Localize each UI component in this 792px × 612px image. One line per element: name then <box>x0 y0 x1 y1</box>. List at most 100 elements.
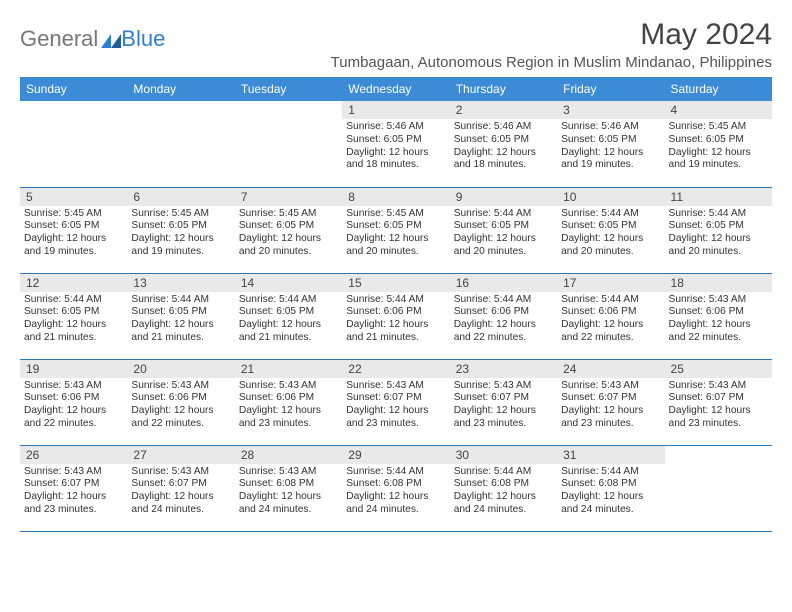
day-details: Sunrise: 5:43 AMSunset: 6:07 PMDaylight:… <box>346 380 445 431</box>
day-number: 26 <box>20 446 127 464</box>
day-details: Sunrise: 5:44 AMSunset: 6:06 PMDaylight:… <box>346 294 445 345</box>
logo-text-general: General <box>20 26 98 52</box>
day-number: 23 <box>450 360 557 378</box>
day-details: Sunrise: 5:43 AMSunset: 6:07 PMDaylight:… <box>131 466 230 517</box>
calendar-day-cell: 4 Sunrise: 5:45 AMSunset: 6:05 PMDaylight… <box>665 101 772 187</box>
day-details: Sunrise: 5:46 AMSunset: 6:05 PMDaylight:… <box>561 121 660 172</box>
day-number: 8 <box>342 188 449 206</box>
calendar-day-cell: 25 Sunrise: 5:43 AMSunset: 6:07 PMDayligh… <box>665 359 772 445</box>
day-details: Sunrise: 5:45 AMSunset: 6:05 PMDaylight:… <box>239 208 338 259</box>
calendar-week-row: 12Sunrise: 5:44 AMSunset: 6:05 PMDayligh… <box>20 273 772 359</box>
calendar-day-cell: 29 Sunrise: 5:44 AMSunset: 6:08 PMDayligh… <box>342 445 449 531</box>
calendar-day-cell: 21 Sunrise: 5:43 AMSunset: 6:06 PMDayligh… <box>235 359 342 445</box>
calendar-day-cell: 26Sunrise: 5:43 AMSunset: 6:07 PMDayligh… <box>20 445 127 531</box>
day-details: Sunrise: 5:43 AMSunset: 6:06 PMDaylight:… <box>669 294 768 345</box>
calendar-day-cell: 11 Sunrise: 5:44 AMSunset: 6:05 PMDayligh… <box>665 187 772 273</box>
month-title: May 2024 <box>331 18 772 52</box>
day-number: 22 <box>342 360 449 378</box>
day-number: 4 <box>665 101 772 119</box>
calendar-day-cell: 22 Sunrise: 5:43 AMSunset: 6:07 PMDayligh… <box>342 359 449 445</box>
location-text: Tumbagaan, Autonomous Region in Muslim M… <box>331 54 772 71</box>
calendar-day-cell: 15Sunrise: 5:44 AMSunset: 6:06 PMDayligh… <box>342 273 449 359</box>
day-details: Sunrise: 5:44 AMSunset: 6:05 PMDaylight:… <box>669 208 768 259</box>
calendar-day-cell: 31 Sunrise: 5:44 AMSunset: 6:08 PMDayligh… <box>557 445 664 531</box>
day-number: 21 <box>235 360 342 378</box>
day-number: 30 <box>450 446 557 464</box>
calendar-day-cell: 16 Sunrise: 5:44 AMSunset: 6:06 PMDayligh… <box>450 273 557 359</box>
weekday-header-row: SundayMondayTuesdayWednesdayThursdayFrid… <box>20 77 772 101</box>
calendar-day-cell: 18 Sunrise: 5:43 AMSunset: 6:06 PMDayligh… <box>665 273 772 359</box>
day-number: 24 <box>557 360 664 378</box>
calendar-day-cell: 8 Sunrise: 5:45 AMSunset: 6:05 PMDaylight… <box>342 187 449 273</box>
day-number: 6 <box>127 188 234 206</box>
weekday-header: Thursday <box>450 77 557 101</box>
day-number: 28 <box>235 446 342 464</box>
calendar-day-cell: 13 Sunrise: 5:44 AMSunset: 6:05 PMDayligh… <box>127 273 234 359</box>
day-number: 11 <box>665 188 772 206</box>
calendar-table: SundayMondayTuesdayWednesdayThursdayFrid… <box>20 77 772 532</box>
calendar-week-row: 5Sunrise: 5:45 AMSunset: 6:05 PMDaylight… <box>20 187 772 273</box>
calendar-empty-cell <box>235 101 342 187</box>
day-details: Sunrise: 5:45 AMSunset: 6:05 PMDaylight:… <box>24 208 123 259</box>
calendar-day-cell: 30Sunrise: 5:44 AMSunset: 6:08 PMDayligh… <box>450 445 557 531</box>
day-details: Sunrise: 5:45 AMSunset: 6:05 PMDaylight:… <box>346 208 445 259</box>
day-number: 1 <box>342 101 449 119</box>
day-details: Sunrise: 5:45 AMSunset: 6:05 PMDaylight:… <box>669 121 768 172</box>
day-number: 20 <box>127 360 234 378</box>
weekday-header: Sunday <box>20 77 127 101</box>
day-number: 31 <box>557 446 664 464</box>
logo-text-blue: Blue <box>121 26 165 52</box>
day-number: 17 <box>557 274 664 292</box>
day-details: Sunrise: 5:43 AMSunset: 6:08 PMDaylight:… <box>239 466 338 517</box>
calendar-body: 1 Sunrise: 5:46 AMSunset: 6:05 PMDaylight… <box>20 101 772 531</box>
calendar-day-cell: 27 Sunrise: 5:43 AMSunset: 6:07 PMDayligh… <box>127 445 234 531</box>
day-details: Sunrise: 5:43 AMSunset: 6:06 PMDaylight:… <box>239 380 338 431</box>
calendar-day-cell: 14Sunrise: 5:44 AMSunset: 6:05 PMDayligh… <box>235 273 342 359</box>
day-details: Sunrise: 5:44 AMSunset: 6:05 PMDaylight:… <box>131 294 230 345</box>
day-details: Sunrise: 5:46 AMSunset: 6:05 PMDaylight:… <box>346 121 445 172</box>
calendar-day-cell: 3 Sunrise: 5:46 AMSunset: 6:05 PMDaylight… <box>557 101 664 187</box>
day-number: 29 <box>342 446 449 464</box>
day-number: 18 <box>665 274 772 292</box>
calendar-week-row: 19Sunrise: 5:43 AMSunset: 6:06 PMDayligh… <box>20 359 772 445</box>
day-number: 19 <box>20 360 127 378</box>
day-number: 16 <box>450 274 557 292</box>
day-details: Sunrise: 5:44 AMSunset: 6:08 PMDaylight:… <box>346 466 445 517</box>
weekday-header: Monday <box>127 77 234 101</box>
day-details: Sunrise: 5:43 AMSunset: 6:07 PMDaylight:… <box>669 380 768 431</box>
day-number: 10 <box>557 188 664 206</box>
day-number: 9 <box>450 188 557 206</box>
day-details: Sunrise: 5:44 AMSunset: 6:08 PMDaylight:… <box>561 466 660 517</box>
day-details: Sunrise: 5:43 AMSunset: 6:06 PMDaylight:… <box>131 380 230 431</box>
day-number: 7 <box>235 188 342 206</box>
weekday-header: Wednesday <box>342 77 449 101</box>
calendar-week-row: 26Sunrise: 5:43 AMSunset: 6:07 PMDayligh… <box>20 445 772 531</box>
calendar-day-cell: 2 Sunrise: 5:46 AMSunset: 6:05 PMDaylight… <box>450 101 557 187</box>
logo: General Blue <box>20 18 165 52</box>
calendar-empty-cell <box>20 101 127 187</box>
weekday-header: Saturday <box>665 77 772 101</box>
day-details: Sunrise: 5:44 AMSunset: 6:06 PMDaylight:… <box>561 294 660 345</box>
day-details: Sunrise: 5:46 AMSunset: 6:05 PMDaylight:… <box>454 121 553 172</box>
day-number: 25 <box>665 360 772 378</box>
day-details: Sunrise: 5:45 AMSunset: 6:05 PMDaylight:… <box>131 208 230 259</box>
calendar-empty-cell <box>665 445 772 531</box>
calendar-day-cell: 19 Sunrise: 5:43 AMSunset: 6:06 PMDayligh… <box>20 359 127 445</box>
day-details: Sunrise: 5:44 AMSunset: 6:05 PMDaylight:… <box>24 294 123 345</box>
day-details: Sunrise: 5:43 AMSunset: 6:07 PMDaylight:… <box>454 380 553 431</box>
day-number: 27 <box>127 446 234 464</box>
day-number: 3 <box>557 101 664 119</box>
day-details: Sunrise: 5:44 AMSunset: 6:05 PMDaylight:… <box>561 208 660 259</box>
day-number: 2 <box>450 101 557 119</box>
calendar-day-cell: 28 Sunrise: 5:43 AMSunset: 6:08 PMDayligh… <box>235 445 342 531</box>
day-details: Sunrise: 5:43 AMSunset: 6:06 PMDaylight:… <box>24 380 123 431</box>
day-number: 13 <box>127 274 234 292</box>
calendar-day-cell: 23 Sunrise: 5:43 AMSunset: 6:07 PMDayligh… <box>450 359 557 445</box>
day-details: Sunrise: 5:44 AMSunset: 6:06 PMDaylight:… <box>454 294 553 345</box>
calendar-day-cell: 7 Sunrise: 5:45 AMSunset: 6:05 PMDaylight… <box>235 187 342 273</box>
calendar-empty-cell <box>127 101 234 187</box>
calendar-week-row: 1 Sunrise: 5:46 AMSunset: 6:05 PMDaylight… <box>20 101 772 187</box>
header: General Blue May 2024 Tumbagaan, Autonom… <box>20 18 772 71</box>
calendar-day-cell: 12Sunrise: 5:44 AMSunset: 6:05 PMDayligh… <box>20 273 127 359</box>
calendar-day-cell: 17 Sunrise: 5:44 AMSunset: 6:06 PMDayligh… <box>557 273 664 359</box>
